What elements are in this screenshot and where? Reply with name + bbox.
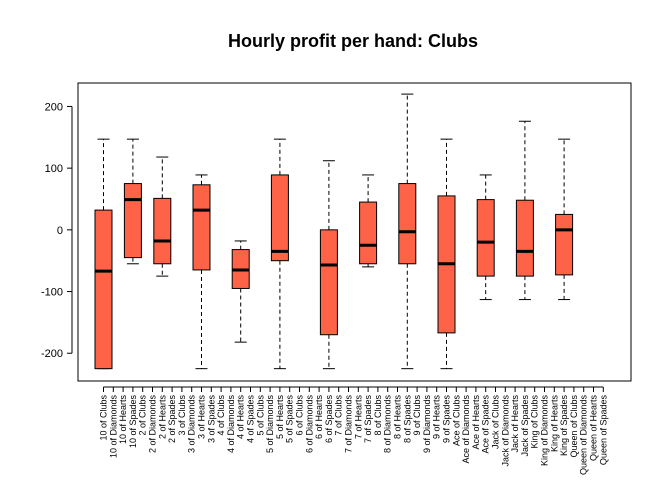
x-tick-label: 8 of Hearts — [393, 395, 403, 440]
x-tick-label: Queen of Hearts — [589, 395, 599, 462]
y-axis: -200 -100 0 100 200 — [41, 101, 73, 360]
x-tick-label: 5 of Diamonds — [265, 395, 275, 454]
box — [319, 160, 338, 370]
x-tick-label: Jack of Clubs — [491, 395, 501, 450]
x-tick-label: Ace of Hearts — [471, 395, 481, 450]
box-iqr — [94, 209, 113, 370]
x-tick-label: 6 of Spades — [324, 395, 334, 444]
box-iqr — [192, 184, 211, 271]
x-tick-label: Jack of Hearts — [510, 395, 520, 453]
x-tick-label: 4 of Diamonds — [226, 395, 236, 454]
x-tick-label: 3 of Spades — [206, 395, 216, 444]
x-tick-label: 5 of Clubs — [255, 395, 265, 436]
x-tick-label: 6 of Hearts — [314, 395, 324, 440]
x-tick-label: Queen of Diamonds — [579, 395, 589, 476]
box — [476, 174, 495, 301]
x-tick-label: Queen of Spades — [598, 395, 608, 466]
x-tick-label: 7 of Clubs — [334, 395, 344, 436]
x-tick-label: 9 of Hearts — [432, 395, 442, 440]
x-tick-label: 2 of Hearts — [157, 395, 167, 440]
x-tick-label: 4 of Hearts — [236, 395, 246, 440]
box — [555, 138, 574, 301]
x-tick-label: Jack of Diamonds — [500, 395, 510, 467]
box-iqr — [515, 199, 534, 277]
x-axis: 10 of Clubs 10 of Diamonds 10 of Hearts 10 … — [99, 386, 608, 476]
box-iqr — [476, 199, 495, 277]
boxes-group — [94, 93, 574, 370]
box-iqr — [555, 213, 574, 276]
box — [270, 138, 289, 370]
x-tick-label: 3 of Clubs — [177, 395, 187, 436]
box-iqr — [153, 197, 172, 265]
x-tick-label: Ace of Clubs — [451, 395, 461, 447]
x-tick-label: 3 of Diamonds — [187, 395, 197, 454]
box — [515, 120, 534, 301]
y-tick-label: 200 — [45, 101, 63, 113]
x-tick-label: King of Clubs — [530, 395, 540, 449]
x-tick-label: 5 of Hearts — [275, 395, 285, 440]
x-tick-label: 9 of Clubs — [412, 395, 422, 436]
x-tick-label: 9 of Spades — [442, 395, 452, 444]
x-tick-label: 10 of Spades — [128, 395, 138, 449]
x-tick-label: Jack of Spades — [520, 395, 530, 457]
box — [94, 138, 113, 370]
box-iqr — [123, 183, 142, 259]
x-tick-label: 5 of Spades — [285, 395, 295, 444]
x-tick-label: 3 of Hearts — [197, 395, 207, 440]
box-iqr — [319, 229, 338, 336]
y-tick-label: -100 — [41, 287, 63, 299]
x-tick-label: 9 of Diamonds — [422, 395, 432, 454]
x-tick-label: 2 of Diamonds — [148, 395, 158, 454]
x-tick-label: King of Hearts — [549, 395, 559, 453]
box — [359, 174, 378, 268]
x-tick-label: Ace of Diamonds — [461, 395, 471, 464]
box — [123, 138, 142, 265]
x-tick-label: 4 of Spades — [246, 395, 256, 444]
x-tick-label: 10 of Hearts — [118, 395, 128, 445]
box-iqr — [398, 183, 417, 265]
x-tick-label: 7 of Spades — [363, 395, 373, 444]
y-tick-label: 100 — [45, 163, 63, 175]
y-tick-label: 0 — [57, 225, 63, 237]
x-tick-label: 7 of Diamonds — [344, 395, 354, 454]
x-tick-label: 2 of Clubs — [138, 395, 148, 436]
x-tick-label: 4 of Clubs — [216, 395, 226, 436]
x-tick-label: King of Spades — [559, 395, 569, 457]
chart-title: Hourly profit per hand: Clubs — [228, 31, 478, 51]
plot-frame — [77, 82, 632, 382]
box — [192, 174, 211, 370]
x-tick-label: 8 of Spades — [402, 395, 412, 444]
box — [153, 156, 172, 277]
box — [231, 240, 250, 343]
x-tick-label: 10 of Clubs — [99, 395, 109, 441]
x-tick-label: 6 of Diamonds — [304, 395, 314, 454]
x-tick-label: 8 of Diamonds — [383, 395, 393, 454]
x-tick-label: Queen of Clubs — [569, 395, 579, 458]
box-iqr — [270, 174, 289, 262]
x-tick-label: 8 of Clubs — [373, 395, 383, 436]
x-tick-label: 10 of Diamonds — [108, 395, 118, 459]
y-tick-label: -200 — [41, 348, 63, 360]
x-tick-label: Ace of Spades — [481, 395, 491, 454]
box — [437, 138, 456, 370]
box — [398, 93, 417, 370]
box-iqr — [359, 201, 378, 265]
x-tick-label: King of Diamonds — [540, 395, 550, 467]
x-tick-label: 7 of Hearts — [353, 395, 363, 440]
x-tick-label: 6 of Clubs — [295, 395, 305, 436]
x-tick-label: 2 of Spades — [167, 395, 177, 444]
